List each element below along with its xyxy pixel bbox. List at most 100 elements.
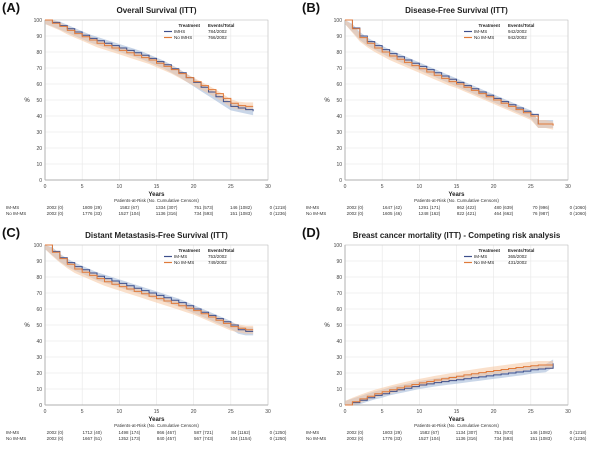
y-tick-label: 70 — [336, 291, 342, 297]
y-tick-label: 10 — [36, 387, 42, 393]
y-tick-label: 60 — [36, 307, 42, 313]
risk-cell: 76 (987) — [532, 211, 549, 216]
x-axis-label: Years — [148, 192, 165, 198]
x-tick-label: 25 — [228, 409, 234, 415]
y-tick-label: 60 — [336, 307, 342, 313]
legend-events: 766/2002 — [208, 35, 227, 40]
risk-table-header: Patients-at-Risk (No. Cumulative Censors… — [114, 423, 199, 428]
risk-cell: 0 (1236) — [270, 211, 287, 216]
y-tick-label: 40 — [36, 339, 42, 345]
x-tick-label: 20 — [491, 184, 497, 190]
risk-cell: 862 (422) — [457, 205, 477, 210]
chart-title: Disease-Free Survival (ITT) — [405, 6, 508, 15]
series-line — [45, 19, 254, 107]
plot-frame — [44, 244, 269, 406]
risk-cell: 2002 (0) — [47, 211, 64, 216]
y-axis-label: % — [324, 323, 330, 329]
x-tick-label: 10 — [117, 184, 123, 190]
x-axis-label: Years — [448, 417, 465, 423]
x-tick-label: 20 — [491, 409, 497, 415]
y-tick-label: 20 — [36, 146, 42, 152]
series-line — [345, 363, 554, 406]
chart-breast-cancer-mortality: Breast cancer mortality (ITT) - Competin… — [306, 231, 587, 441]
legend-header: Events/Total — [208, 248, 234, 253]
y-axis-label: % — [324, 98, 330, 104]
panel-label: (A) — [2, 0, 21, 15]
series-line — [45, 244, 254, 331]
x-tick-label: 15 — [154, 184, 160, 190]
series-line — [345, 19, 554, 126]
x-tick-label: 30 — [265, 184, 271, 190]
risk-cell: 1667 (51) — [83, 436, 103, 441]
legend-label: No IM-MS — [474, 35, 494, 40]
risk-cell: 1776 (33) — [83, 211, 103, 216]
y-tick-label: 40 — [336, 114, 342, 120]
legend-header: Events/Total — [208, 23, 234, 28]
legend-events: 784/2002 — [208, 29, 227, 34]
risk-cell: 751 (573) — [494, 430, 514, 435]
risk-table-header: Patients-at-Risk (No. Cumulative Censors… — [114, 198, 199, 203]
risk-cell: 1647 (42) — [383, 205, 403, 210]
legend-events: 942/2002 — [508, 35, 527, 40]
plot-frame — [44, 19, 269, 181]
risk-cell: 840 (457) — [157, 436, 177, 441]
risk-cell: 2002 (0) — [47, 436, 64, 441]
risk-cell: 1134 (307) — [456, 430, 478, 435]
y-tick-label: 30 — [336, 130, 342, 136]
risk-cell: 146 (1082) — [530, 430, 552, 435]
risk-table-header: Patients-at-Risk (No. Cumulative Censors… — [414, 198, 499, 203]
legend-label: No IMHS — [174, 35, 192, 40]
y-tick-label: 50 — [36, 323, 42, 329]
chart-title: Breast cancer mortality (ITT) - Competin… — [353, 231, 561, 240]
y-tick-label: 70 — [36, 66, 42, 72]
y-tick-label: 10 — [336, 162, 342, 168]
risk-cell: 1809 (29) — [83, 205, 103, 210]
risk-cell: 587 (721) — [194, 430, 214, 435]
risk-cell: 1334 (307) — [156, 205, 178, 210]
legend-header: Treatment — [478, 248, 500, 253]
x-tick-label: 30 — [265, 409, 271, 415]
y-tick-label: 60 — [336, 82, 342, 88]
risk-cell: 0 (1250) — [270, 430, 287, 435]
risk-cell: 2002 (0) — [347, 211, 364, 216]
y-tick-label: 100 — [34, 243, 43, 249]
panel-label: (C) — [2, 225, 21, 240]
risk-cell: 146 (1082) — [230, 205, 252, 210]
legend-label: No IM-MS — [474, 260, 494, 265]
risk-row-label: IM-MS — [306, 205, 319, 210]
chart-title: Overall Survival (ITT) — [116, 6, 196, 15]
x-tick-label: 20 — [191, 184, 197, 190]
x-tick-label: 15 — [154, 409, 160, 415]
legend-header: Treatment — [178, 248, 200, 253]
x-tick-label: 15 — [454, 409, 460, 415]
legend-label: IM-MS — [474, 29, 487, 34]
risk-cell: 751 (573) — [194, 205, 214, 210]
legend-header: Events/Total — [508, 248, 534, 253]
y-tick-label: 90 — [36, 34, 42, 40]
panel-b: (B) Disease-Free Survival (ITT) 0 10 20 30 40… — [300, 0, 600, 224]
y-tick-label: 70 — [36, 291, 42, 297]
risk-table-header: Patients-at-Risk (No. Cumulative Censors… — [414, 423, 499, 428]
risk-cell: 1527 (104) — [118, 211, 140, 216]
legend-label: No IM-MS — [174, 260, 194, 265]
x-tick-label: 10 — [417, 409, 423, 415]
legend-label: IM-MS — [474, 254, 487, 259]
y-tick-label: 80 — [36, 50, 42, 56]
risk-cell: 1712 (40) — [83, 430, 103, 435]
risk-row-label: No IM-MS — [306, 436, 326, 441]
y-tick-label: 30 — [336, 355, 342, 361]
y-tick-label: 0 — [39, 178, 42, 184]
risk-cell: 0 (1060) — [570, 211, 587, 216]
risk-row-label: IM-MS — [6, 205, 19, 210]
y-tick-label: 90 — [336, 259, 342, 265]
legend-events: 365/2002 — [508, 254, 527, 259]
legend-events: 431/2002 — [508, 260, 527, 265]
x-tick-label: 30 — [565, 409, 571, 415]
risk-cell: 464 (662) — [494, 211, 514, 216]
panel-label: (D) — [302, 225, 321, 240]
x-tick-label: 0 — [344, 184, 347, 190]
y-tick-label: 40 — [36, 114, 42, 120]
y-tick-label: 30 — [36, 130, 42, 136]
risk-cell: 0 (1060) — [570, 205, 587, 210]
y-tick-label: 0 — [339, 178, 342, 184]
